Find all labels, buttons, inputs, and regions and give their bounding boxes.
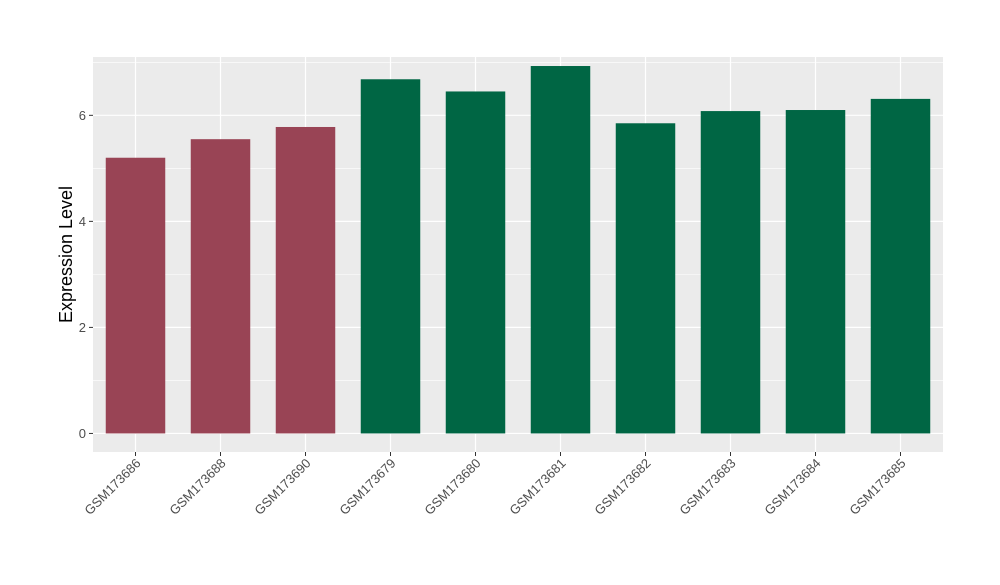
y-tick-label: 4 — [79, 214, 86, 229]
x-tick-label: GSM173686 — [81, 456, 143, 518]
bar-GSM173688 — [190, 139, 251, 434]
y-axis: 0 2 4 6 — [79, 108, 93, 441]
y-axis-label: Expression Level — [56, 186, 76, 323]
x-tick-label: GSM173679 — [336, 456, 398, 518]
x-tick-label: GSM173688 — [166, 456, 228, 518]
x-tick-label: GSM173680 — [421, 456, 483, 518]
x-tick-label: GSM173683 — [676, 456, 738, 518]
bar-GSM173679 — [360, 79, 421, 434]
bar-GSM173682 — [615, 123, 676, 434]
bar-GSM173684 — [785, 110, 846, 434]
x-tick-label: GSM173690 — [251, 456, 313, 518]
y-tick-label: 6 — [79, 108, 86, 123]
x-tick-label: GSM173681 — [506, 456, 568, 518]
x-tick-label: GSM173682 — [591, 456, 653, 518]
bar-GSM173683 — [700, 111, 761, 434]
bar-GSM173690 — [275, 126, 336, 434]
x-tick-label: GSM173684 — [761, 456, 823, 518]
x-tick-label: GSM173685 — [846, 456, 908, 518]
y-tick-label: 0 — [79, 426, 86, 441]
bar-GSM173681 — [530, 66, 591, 434]
bar-GSM173680 — [445, 91, 506, 434]
x-axis: GSM173686 GSM173688 GSM173690 GSM173679 GSM1… — [81, 452, 909, 518]
bar-GSM173685 — [870, 98, 931, 434]
bars — [105, 66, 931, 434]
y-tick-label: 2 — [79, 320, 86, 335]
bar-GSM173686 — [105, 157, 166, 434]
